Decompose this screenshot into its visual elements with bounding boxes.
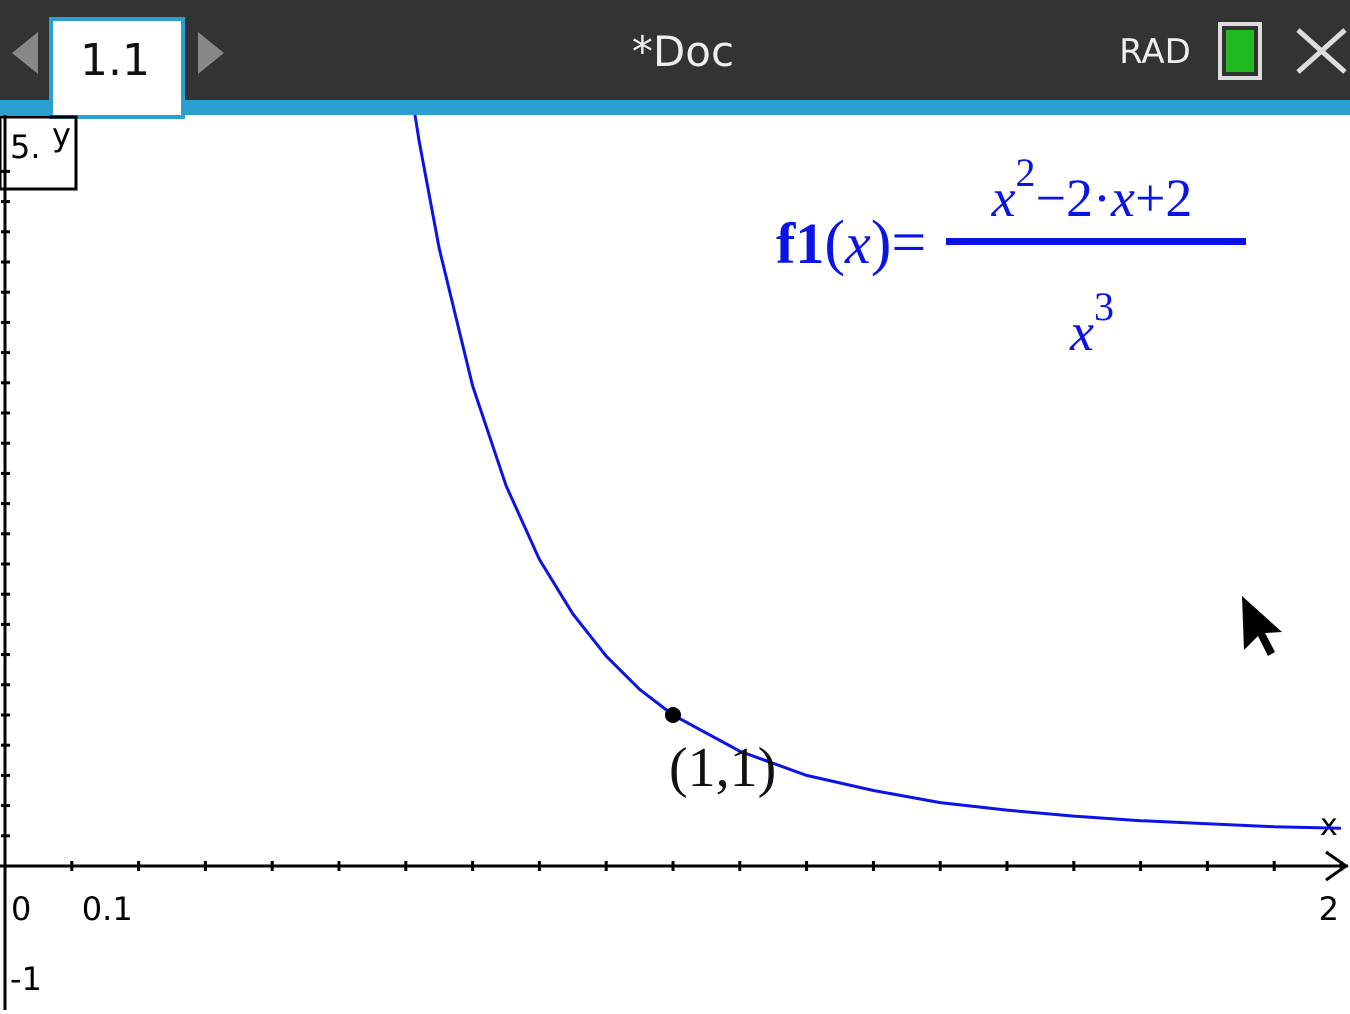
- close-icon[interactable]: [1296, 28, 1347, 74]
- page-tab[interactable]: [49, 17, 185, 119]
- y-axis-label: y: [52, 116, 71, 154]
- tab-label: 1.1: [80, 35, 150, 86]
- prev-page[interactable]: [12, 32, 38, 74]
- x-tick-label: 0: [11, 890, 31, 928]
- function-name: f1(x)=: [776, 209, 926, 277]
- point-label-part: 1: [688, 737, 716, 799]
- fraction-bar: [946, 238, 1246, 245]
- cursor: [1242, 596, 1282, 656]
- angle-mode: RAD: [1119, 32, 1191, 72]
- numerator-part: x: [1110, 168, 1135, 228]
- y-window-box: [0, 115, 78, 191]
- point-label-part: ): [758, 737, 777, 799]
- title-bar: [0, 0, 1350, 100]
- function-var: x: [844, 211, 871, 276]
- point-label-part: ,: [716, 737, 730, 799]
- function-id: f1: [776, 211, 824, 276]
- paren: (: [824, 209, 845, 277]
- tab-strip: [0, 100, 1350, 115]
- x-axis-label: x: [1320, 808, 1338, 843]
- battery: [1218, 22, 1262, 80]
- y-tick-label: 5.: [10, 128, 41, 166]
- numerator-part: x: [991, 168, 1016, 228]
- x-tick-label: 2: [1319, 890, 1339, 928]
- numerator-part: −2·: [1036, 168, 1111, 228]
- doc-title: *Doc: [632, 27, 734, 76]
- next-page[interactable]: [198, 32, 224, 74]
- function-curve: [413, 115, 1342, 830]
- point-label-part: (: [669, 737, 688, 799]
- numerator-part: 2: [1016, 150, 1036, 195]
- graph: 0 0.1 2 5. -1 x: [0, 115, 1349, 1010]
- point-label-part: 1: [730, 737, 758, 799]
- paren: )=: [871, 209, 927, 277]
- x-axis-arrow: [1325, 850, 1349, 882]
- point-label: (1,1): [669, 737, 776, 799]
- numerator-part: +2: [1135, 168, 1192, 228]
- point: [665, 707, 681, 723]
- battery-level: [1226, 30, 1254, 72]
- denominator: x3: [1069, 284, 1114, 362]
- numerator: x2−2·x+2: [991, 150, 1193, 228]
- x-tick-label: 0.1: [82, 890, 133, 928]
- y-tick-label: -1: [10, 960, 42, 998]
- denominator-part: 3: [1094, 284, 1114, 329]
- denominator-part: x: [1069, 302, 1094, 362]
